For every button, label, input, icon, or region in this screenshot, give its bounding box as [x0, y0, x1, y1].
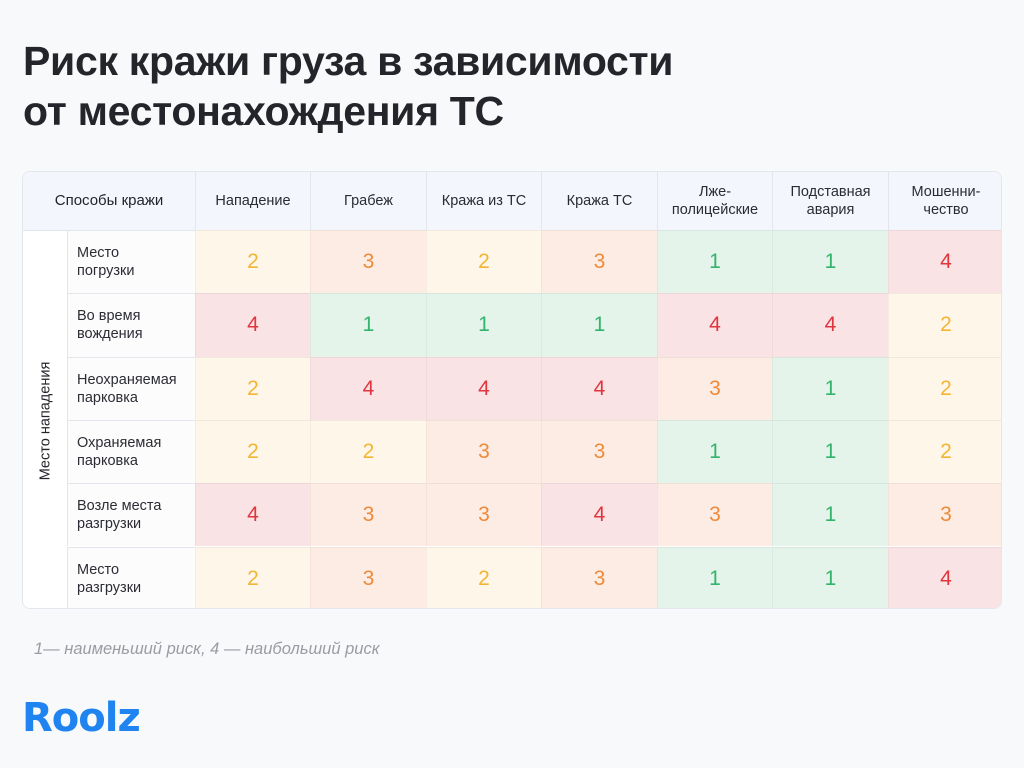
column-header: Мошенни- чество	[888, 172, 1001, 230]
group-label-text: Место нападения	[37, 361, 54, 480]
risk-cell: 1	[657, 230, 772, 294]
table-row: Неохраняемая парковка 2 4 4 4 3 1 2	[67, 356, 1001, 420]
risk-cell: 2	[195, 230, 310, 294]
page-title: Риск кражи груза в зависимости от местон…	[23, 36, 674, 136]
row-label: Место разгрузки	[67, 546, 195, 608]
risk-cell: 2	[195, 546, 310, 608]
legend-note: 1— наименьший риск, 4 — наибольший риск	[34, 640, 380, 658]
table-row: Возле места разгрузки 4 3 3 4 3 1 3	[67, 483, 1001, 547]
column-header: Грабеж	[310, 172, 426, 230]
risk-cell: 1	[657, 419, 772, 484]
risk-cell: 1	[426, 293, 541, 357]
risk-cell: 4	[657, 293, 772, 357]
risk-cell: 1	[657, 546, 772, 608]
risk-cell: 2	[426, 546, 541, 608]
risk-cell: 3	[310, 483, 426, 547]
table-header: Способы кражи Нападение Грабеж Кража из …	[23, 172, 1001, 230]
row-label: Место погрузки	[67, 230, 195, 294]
risk-cell: 4	[541, 483, 657, 547]
risk-cell: 1	[772, 419, 888, 484]
row-label: Охраняемая парковка	[67, 419, 195, 484]
row-label: Во время вождения	[67, 293, 195, 357]
risk-cell: 1	[541, 293, 657, 357]
risk-cell: 2	[888, 419, 1001, 484]
risk-cell: 1	[772, 546, 888, 608]
risk-cell: 2	[888, 293, 1001, 357]
row-label: Возле места разгрузки	[67, 483, 195, 547]
risk-cell: 3	[541, 546, 657, 608]
row-group-label: Место нападения	[23, 230, 67, 608]
risk-cell: 4	[195, 293, 310, 357]
risk-cell: 2	[888, 356, 1001, 420]
risk-cell: 4	[772, 293, 888, 357]
risk-cell: 3	[657, 356, 772, 420]
title-line-2: от местонахождения ТС	[23, 88, 504, 134]
table-row: Охраняемая парковка 2 2 3 3 1 1 2	[67, 419, 1001, 484]
risk-cell: 4	[310, 356, 426, 420]
row-label: Неохраняемая парковка	[67, 356, 195, 420]
table-row: Место разгрузки 2 3 2 3 1 1 4	[67, 546, 1001, 608]
risk-cell: 3	[310, 230, 426, 294]
risk-cell: 2	[195, 356, 310, 420]
risk-cell: 3	[541, 230, 657, 294]
risk-cell: 4	[888, 546, 1001, 608]
risk-cell: 3	[426, 419, 541, 484]
risk-cell: 3	[888, 483, 1001, 547]
risk-cell: 4	[541, 356, 657, 420]
column-header: Кража ТС	[541, 172, 657, 230]
risk-cell: 1	[310, 293, 426, 357]
risk-cell: 2	[195, 419, 310, 484]
risk-cell: 3	[426, 483, 541, 547]
column-header: Кража из ТС	[426, 172, 541, 230]
risk-cell: 2	[426, 230, 541, 294]
corner-header: Способы кражи	[54, 192, 164, 209]
title-line-1: Риск кражи груза в зависимости	[23, 38, 674, 84]
risk-table: Способы кражи Нападение Грабеж Кража из …	[22, 171, 1002, 609]
roolz-logo: Roolz	[22, 695, 141, 741]
risk-cell: 4	[195, 483, 310, 547]
risk-cell: 1	[772, 356, 888, 420]
risk-cell: 3	[657, 483, 772, 547]
column-header: Нападение	[195, 172, 310, 230]
table-row: Во время вождения 4 1 1 1 4 4 2	[67, 293, 1001, 357]
risk-cell: 2	[310, 419, 426, 484]
risk-cell: 3	[541, 419, 657, 484]
risk-cell: 4	[888, 230, 1001, 294]
risk-cell: 4	[426, 356, 541, 420]
risk-cell: 1	[772, 230, 888, 294]
table-row: Место погрузки 2 3 2 3 1 1 4	[67, 230, 1001, 294]
column-header: Лже- полицейские	[657, 172, 772, 230]
risk-cell: 3	[310, 546, 426, 608]
risk-cell: 1	[772, 483, 888, 547]
column-header: Подставная авария	[772, 172, 888, 230]
